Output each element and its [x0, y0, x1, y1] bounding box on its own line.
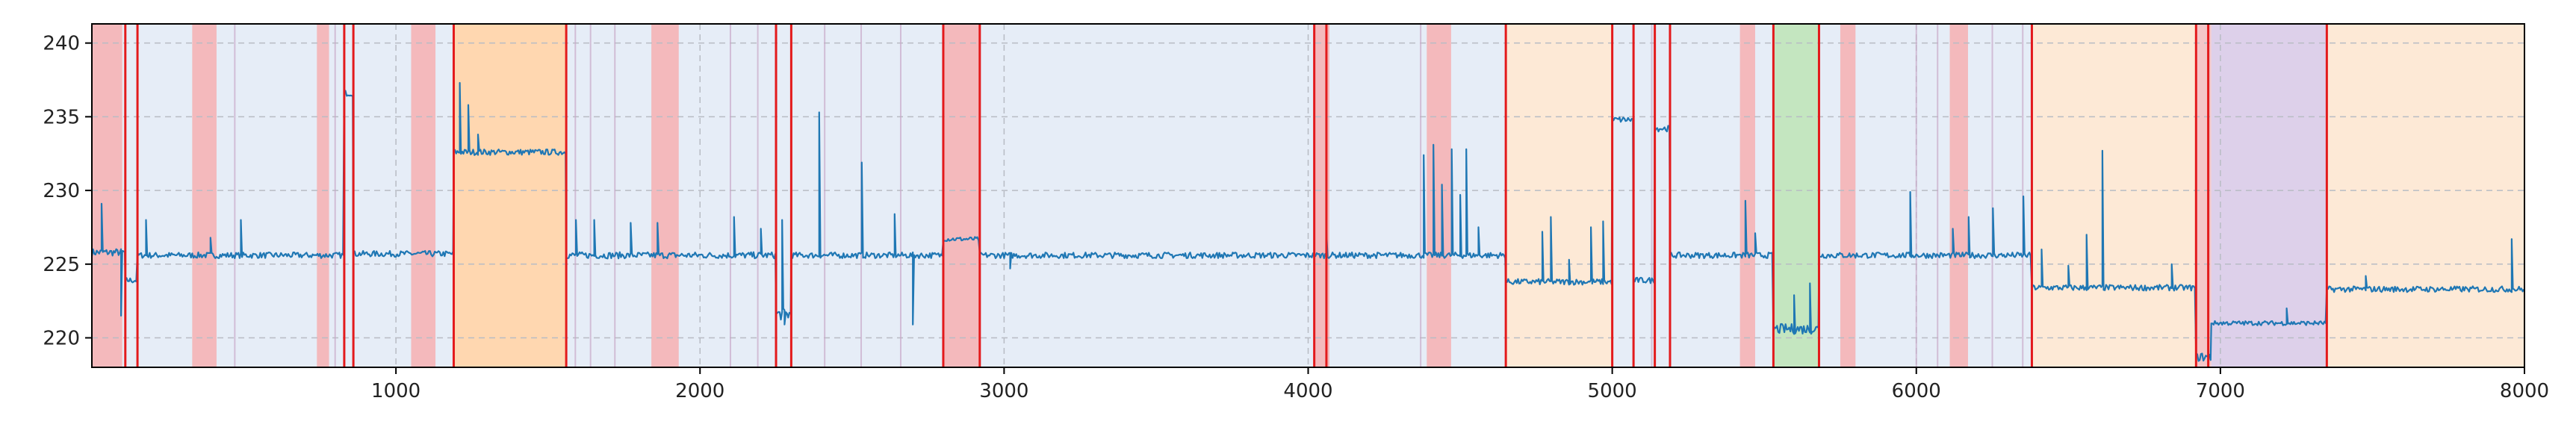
y-tick-label-1: 225 [43, 254, 80, 276]
red-vertical-lines [124, 24, 2328, 367]
x-tick-label-1: 2000 [675, 380, 724, 402]
anomaly-band-5 [943, 24, 980, 367]
y-tick-label-0: 220 [43, 328, 80, 350]
anomaly-band-7 [1427, 24, 1451, 367]
x-tick-label-4: 5000 [1588, 380, 1637, 402]
anomaly-band-0 [92, 24, 122, 367]
faint-vertical-lines [234, 24, 2024, 367]
anomaly-band-10 [1949, 24, 1968, 367]
y-tick-label-2: 230 [43, 180, 80, 202]
anomaly-band-9 [1840, 24, 1856, 367]
y-tick-label-4: 240 [43, 33, 80, 55]
background-region-2 [1506, 24, 1613, 367]
y-tick-label-3: 235 [43, 106, 80, 128]
anomaly-bands [92, 24, 1968, 367]
background-region-10 [2327, 24, 2524, 367]
background-region-7 [2032, 24, 2197, 367]
background-region-1 [453, 24, 567, 367]
x-tick-label-0: 1000 [371, 380, 420, 402]
x-axis-ticks: 1000 2000 3000 4000 5000 6000 7000 8000 [371, 367, 2549, 402]
anomaly-band-3 [411, 24, 436, 367]
background-region-4 [1669, 24, 1774, 367]
x-tick-label-2: 3000 [979, 380, 1028, 402]
anomaly-band-1 [192, 24, 217, 367]
background-region-9 [2211, 24, 2327, 367]
y-axis-ticks: 220 225 230 235 240 [43, 33, 92, 350]
x-tick-label-6: 7000 [2196, 380, 2245, 402]
background-region-0 [92, 24, 1506, 367]
background-region-3 [1612, 24, 1670, 367]
anomaly-band-2 [317, 24, 329, 367]
anomaly-band-4 [651, 24, 679, 367]
anomaly-band-8 [1739, 24, 1755, 367]
x-tick-label-5: 6000 [1892, 380, 1941, 402]
background-region-5 [1773, 24, 1819, 367]
x-tick-label-3: 4000 [1283, 380, 1332, 402]
x-tick-label-7: 8000 [2500, 380, 2549, 402]
